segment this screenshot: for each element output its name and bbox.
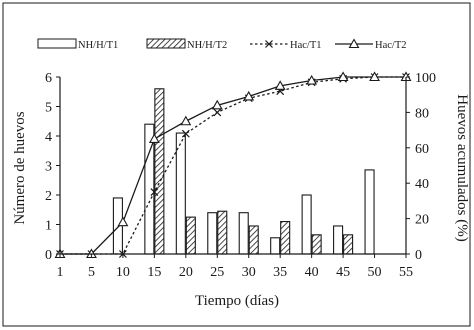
y-axis-title: Número de huevos <box>12 111 28 224</box>
bar-hatched <box>311 234 322 255</box>
y2-tick-label: 100 <box>415 71 436 86</box>
bar-hatched <box>154 88 165 255</box>
legend-swatch <box>37 38 77 49</box>
y2-tick-label: 0 <box>415 248 422 263</box>
legend-label: NH/H/T2 <box>187 40 227 51</box>
x-tick-label: 15 <box>147 265 161 280</box>
marker-triangle <box>180 115 192 126</box>
legend-item: NH/H/T1 <box>37 38 118 51</box>
x-tick-label: 25 <box>210 265 224 280</box>
bar-open <box>175 132 186 255</box>
x-tick-label: 10 <box>116 265 130 280</box>
marker-x <box>265 40 273 48</box>
bar-open <box>207 212 218 255</box>
x-tick-label: 45 <box>336 265 350 280</box>
marker-triangle <box>117 216 129 227</box>
legend: NH/H/T1 NH/H/T2 Hac/T1 Hac/T2 <box>37 38 407 51</box>
y-tick-label: 2 <box>45 189 52 204</box>
y-tick-label: 4 <box>45 130 52 145</box>
legend-label: NH/H/T1 <box>78 40 118 51</box>
legend-item: Hac/T1 <box>250 40 322 51</box>
y-tick-label: 3 <box>45 160 52 175</box>
y2-tick-label: 20 <box>415 213 429 228</box>
legend-label: Hac/T1 <box>290 40 322 51</box>
y2-tick-label: 60 <box>415 142 429 157</box>
x-tick-label: 1 <box>57 265 64 280</box>
marker-x <box>150 188 159 196</box>
bar-hatched <box>248 225 259 255</box>
legend-item: Hac/T2 <box>335 38 407 51</box>
marker-triangle <box>369 71 380 82</box>
marker-x-stroke <box>265 40 273 48</box>
y-tick-label: 1 <box>45 219 52 234</box>
marker-triangle <box>274 80 286 90</box>
x-axis-title: Tiempo (días) <box>195 293 279 309</box>
bar-hatched <box>343 234 354 255</box>
line-solid <box>60 76 406 255</box>
x-tick-label: 30 <box>242 265 256 280</box>
marker-triangle <box>211 99 223 110</box>
line-series <box>54 71 412 259</box>
marker-triangle <box>148 133 160 143</box>
y2-axis-title: Huevos acumulados (%) <box>454 94 470 241</box>
x-tick-label: 20 <box>179 265 193 280</box>
bar-open <box>270 237 281 255</box>
marker-x-stroke <box>150 188 159 196</box>
x-tick-label: 35 <box>273 265 287 280</box>
y2-tick-label: 40 <box>415 177 429 192</box>
marker-x <box>181 129 190 138</box>
line-dotted <box>60 76 406 255</box>
bar-open <box>238 212 249 255</box>
y-tick-label: 6 <box>45 71 52 86</box>
bar-open <box>301 194 312 255</box>
y-tick-label: 5 <box>45 101 52 116</box>
y-tick-label: 0 <box>45 248 52 263</box>
x-tick-label: 40 <box>305 265 319 280</box>
legend-swatch <box>146 38 186 49</box>
legend-label: Hac/T2 <box>375 40 407 51</box>
marker-x <box>213 108 222 117</box>
bar-hatched <box>280 221 291 255</box>
marker-x-stroke <box>213 108 222 117</box>
bar-open <box>364 169 375 255</box>
marker-x-stroke <box>181 129 190 138</box>
bar-hatched <box>217 210 228 255</box>
y2-tick-label: 80 <box>415 106 429 121</box>
x-tick-label: 55 <box>399 265 413 280</box>
figure-border <box>2 2 471 327</box>
x-tick-label: 5 <box>88 265 95 280</box>
x-tick-label: 50 <box>368 265 382 280</box>
marker-triangle <box>306 74 318 85</box>
marker-triangle <box>243 90 255 101</box>
bar-hatched <box>185 216 196 255</box>
bar-open <box>333 225 344 255</box>
marker-triangle <box>337 71 349 82</box>
marker-triangle <box>348 38 360 49</box>
legend-item: NH/H/T2 <box>146 38 227 51</box>
bar-series <box>112 88 375 255</box>
